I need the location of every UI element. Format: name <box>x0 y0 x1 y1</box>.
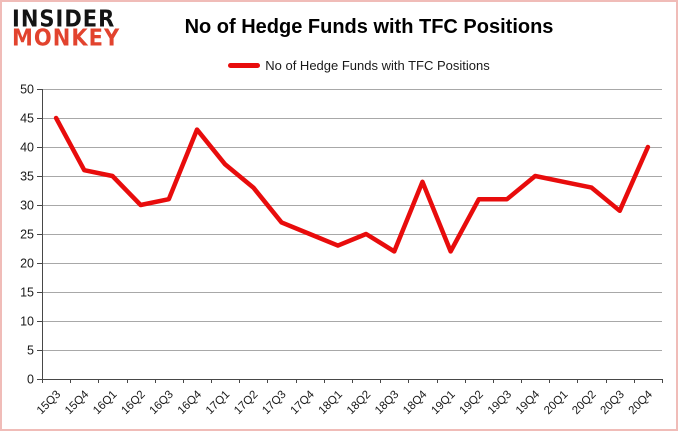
x-tick-label: 17Q2 <box>232 389 260 417</box>
legend-label: No of Hedge Funds with TFC Positions <box>265 58 490 73</box>
x-tick-label: 18Q2 <box>345 389 373 417</box>
x-tick-label: 19Q1 <box>429 389 457 417</box>
chart-title: No of Hedge Funds with TFC Positions <box>184 16 554 38</box>
x-tick-label: 18Q3 <box>373 389 401 417</box>
y-tick-label: 50 <box>20 83 34 97</box>
y-tick-label: 5 <box>27 344 34 358</box>
x-tick-label: 19Q2 <box>458 389 486 417</box>
legend-line-swatch <box>228 63 261 68</box>
y-tick-label: 35 <box>20 170 34 184</box>
x-tick-label: 15Q3 <box>35 389 63 417</box>
x-tick-label: 16Q4 <box>176 388 205 417</box>
x-tick-label: 19Q4 <box>514 388 543 417</box>
insider-monkey-logo[interactable]: INSIDER MONKEY <box>12 5 121 52</box>
x-tick-label: 17Q1 <box>204 389 232 417</box>
x-tick-label: 20Q3 <box>598 389 626 417</box>
x-tick-label: 19Q3 <box>486 389 514 417</box>
x-tick-label: 20Q4 <box>627 388 656 417</box>
y-tick-label: 10 <box>20 315 34 329</box>
x-tick-label: 16Q2 <box>119 389 147 417</box>
y-tick-label: 20 <box>20 257 34 271</box>
x-tick-label: 20Q2 <box>570 389 598 417</box>
y-tick-label: 0 <box>27 373 34 387</box>
y-tick-label: 15 <box>20 286 34 300</box>
logo-line-monkey: MONKEY <box>12 25 121 52</box>
x-tick-label: 16Q1 <box>91 389 119 417</box>
x-tick-label: 15Q4 <box>63 388 92 417</box>
chart-legend: No of Hedge Funds with TFC Positions <box>2 58 676 73</box>
x-tick-label: 16Q3 <box>148 389 176 417</box>
logo-line-insider: INSIDER <box>12 5 116 32</box>
series-line <box>53 115 651 254</box>
x-tick-label: 17Q4 <box>288 388 317 417</box>
y-tick-label: 30 <box>20 199 34 213</box>
x-tick-label: 18Q1 <box>317 389 345 417</box>
x-tick-label: 20Q1 <box>542 389 570 417</box>
x-tick-label: 17Q3 <box>260 389 288 417</box>
y-tick-label: 45 <box>20 112 34 126</box>
x-tick-label: 18Q4 <box>401 388 430 417</box>
y-tick-label: 40 <box>20 141 34 155</box>
y-tick-label: 25 <box>20 228 34 242</box>
